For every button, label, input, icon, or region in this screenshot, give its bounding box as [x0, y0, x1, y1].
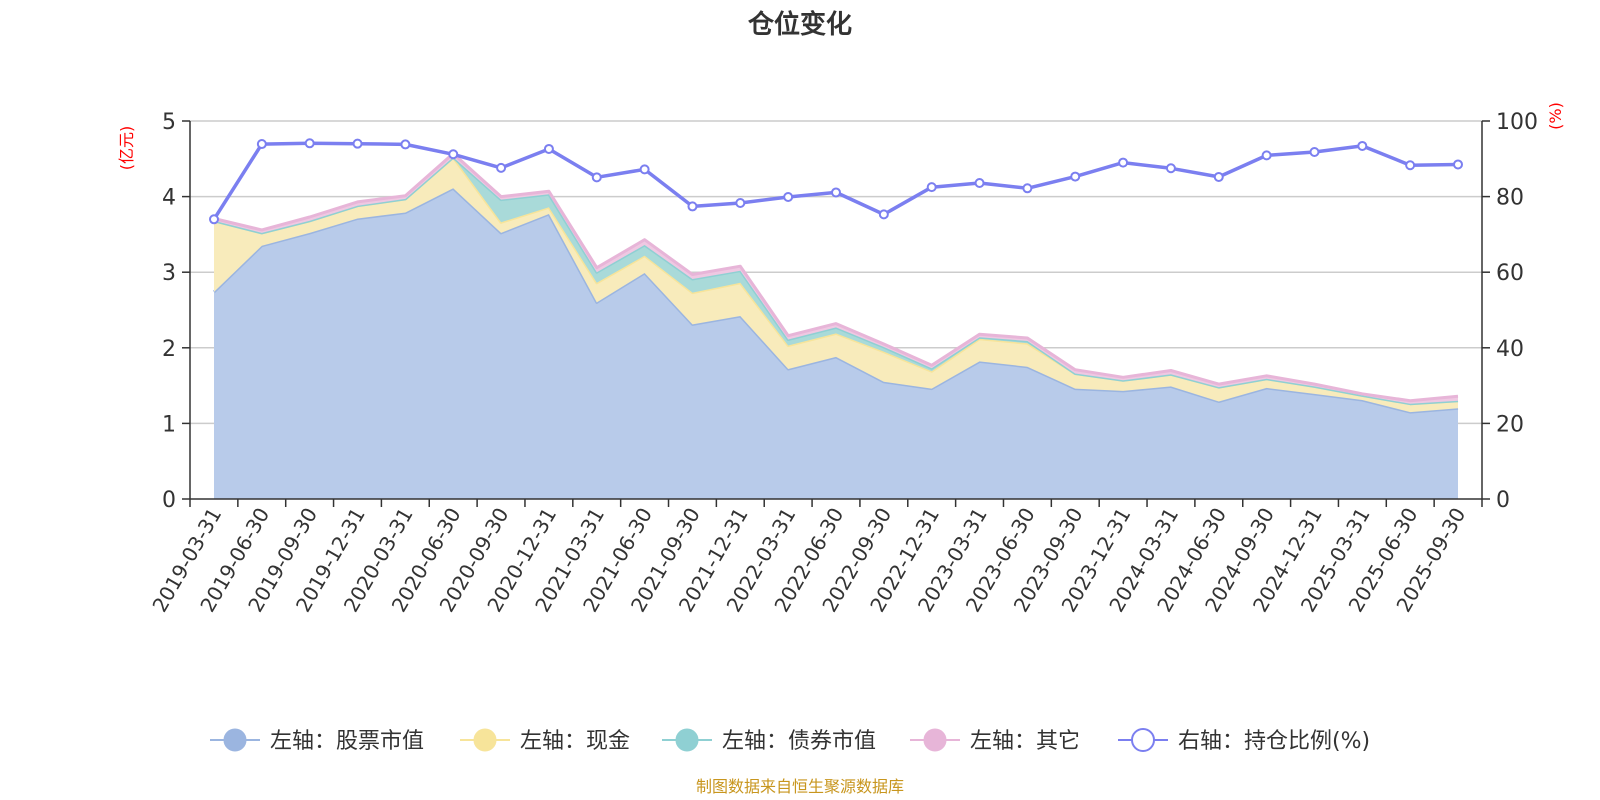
- left-axis-ticks: 0 1 2 3 4 5: [162, 110, 190, 513]
- right-axis-unit: (%): [1546, 102, 1565, 130]
- holding-ratio-line: [209, 138, 1463, 225]
- legend-label: 左轴：现金: [520, 729, 630, 754]
- legend-label: 左轴：股票市值: [270, 729, 424, 754]
- right-axis-ticks: 0 20 40 60 80 100: [1482, 110, 1538, 513]
- legend-marker: [223, 728, 247, 752]
- legend-item-1: 左轴：股票市值: [210, 728, 424, 754]
- ratio-point: [1022, 183, 1033, 194]
- right-tick-label: 40: [1496, 337, 1524, 362]
- legend-marker: [923, 728, 947, 752]
- ratio-point: [543, 143, 554, 154]
- legend-label: 右轴：持仓比例(%): [1178, 729, 1370, 754]
- chart-title: 仓位变化: [747, 9, 852, 40]
- ratio-point: [256, 139, 267, 150]
- ratio-point: [1357, 140, 1368, 151]
- ratio-point: [1405, 160, 1416, 171]
- ratio-point: [1213, 171, 1224, 182]
- ratio-point: [1261, 150, 1272, 161]
- left-tick-label: 4: [162, 186, 176, 211]
- left-tick-label: 0: [162, 488, 176, 513]
- ratio-point: [926, 182, 937, 193]
- ratio-point: [1309, 146, 1320, 157]
- ratio-point: [1453, 159, 1463, 170]
- ratio-point: [496, 162, 507, 173]
- ratio-point: [831, 187, 841, 198]
- legend: 左轴：股票市值 左轴：现金 左轴：债券市值 左轴：其它 右轴：持仓比例(%): [210, 728, 1370, 754]
- left-tick-label: 3: [162, 261, 176, 286]
- ratio-point: [209, 214, 219, 225]
- ratio-point: [304, 138, 315, 149]
- right-tick-label: 100: [1496, 110, 1538, 135]
- legend-label: 左轴：其它: [970, 729, 1080, 754]
- ratio-point: [1070, 171, 1081, 182]
- legend-item-4: 左轴：其它: [910, 728, 1080, 754]
- ratio-point: [687, 201, 698, 212]
- ratio-point: [878, 209, 889, 220]
- axes: [189, 121, 1483, 500]
- ratio-point: [1165, 163, 1176, 174]
- right-tick-label: 60: [1496, 261, 1524, 286]
- ratio-point: [735, 198, 746, 209]
- right-tick-label: 0: [1496, 488, 1510, 513]
- left-tick-label: 2: [162, 337, 176, 362]
- ratio-point: [591, 172, 602, 183]
- left-tick-label: 1: [162, 412, 176, 437]
- ratio-point: [974, 177, 985, 188]
- left-tick-label: 5: [162, 110, 176, 135]
- legend-item-3: 左轴：债券市值: [662, 728, 876, 754]
- ratio-point: [352, 138, 363, 149]
- area-1: [214, 188, 1458, 500]
- ratio-point: [1118, 157, 1129, 168]
- area-line-4: [213, 152, 1459, 403]
- area-2: [214, 157, 1458, 413]
- legend-marker: [675, 728, 699, 752]
- ratio-point: [448, 149, 459, 160]
- legend-item-2: 左轴：现金: [460, 728, 630, 754]
- source-note: 制图数据来自恒生聚源数据库: [696, 777, 904, 796]
- ratio-point: [400, 139, 411, 150]
- right-tick-label: 20: [1496, 412, 1524, 437]
- right-tick-label: 80: [1496, 186, 1524, 211]
- left-axis-unit: (亿元): [117, 126, 136, 171]
- legend-marker: [1131, 728, 1155, 752]
- stacked-areas: [212, 152, 1459, 500]
- legend-label: 左轴：债券市值: [722, 729, 876, 754]
- x-axis-ticks: 2019-03-312019-06-302019-09-302019-12-31…: [147, 499, 1483, 616]
- legend-marker: [473, 728, 497, 752]
- ratio-point: [639, 164, 650, 175]
- ratio-point: [783, 191, 794, 202]
- legend-item-5: 右轴：持仓比例(%): [1118, 728, 1370, 754]
